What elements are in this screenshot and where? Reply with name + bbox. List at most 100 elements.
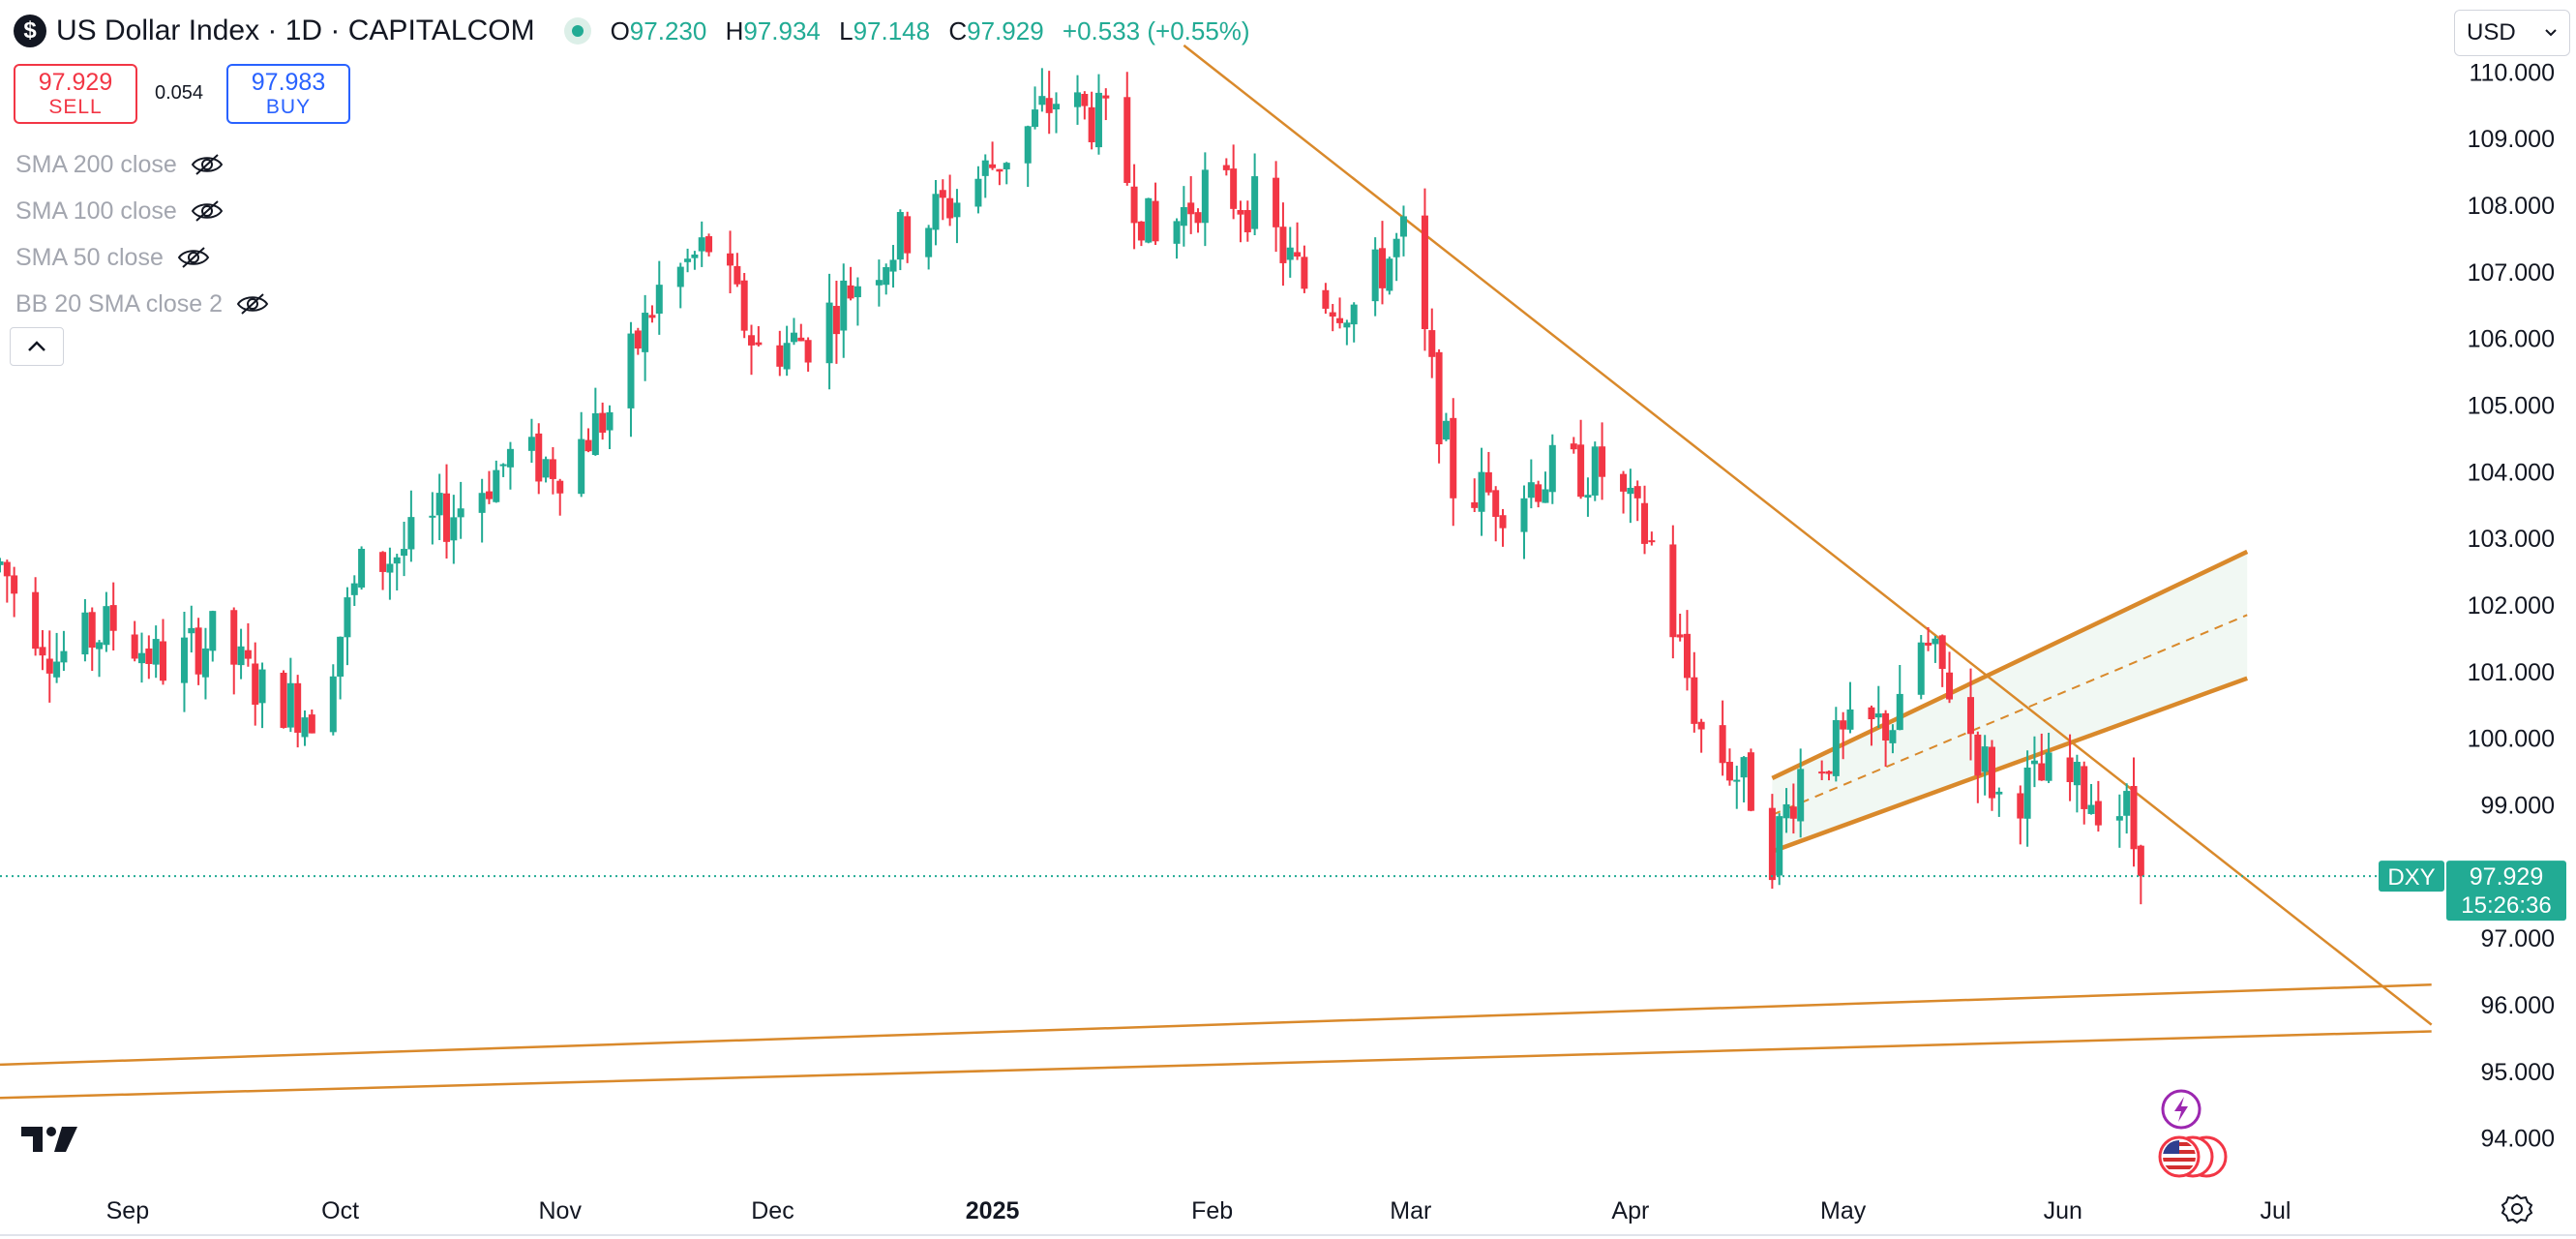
chart-settings-icon[interactable] xyxy=(2501,1193,2533,1225)
buy-button[interactable]: 97.983 BUY xyxy=(226,64,350,124)
price-tick-label: 107.000 xyxy=(2468,259,2555,287)
candle-body xyxy=(1527,482,1535,499)
dollar-logo-icon: $ xyxy=(14,15,46,47)
candle-47 xyxy=(457,481,464,539)
candle-90 xyxy=(889,245,897,288)
time-tick-label: Jun xyxy=(2044,1197,2082,1224)
candle-114 xyxy=(1130,164,1138,250)
candle-body xyxy=(2130,785,2138,850)
candle-86 xyxy=(847,266,854,301)
price-tick-label: 94.000 xyxy=(2481,1126,2555,1153)
us-flag-event-icon[interactable] xyxy=(2158,1134,2232,1179)
candle-body xyxy=(1471,501,1479,508)
candle-body xyxy=(258,669,266,704)
candle-body xyxy=(2066,757,2074,782)
candle-body xyxy=(1676,634,1684,638)
indicator-sma-50[interactable]: SMA 50 close xyxy=(15,234,269,281)
tradingview-logo-icon[interactable] xyxy=(19,1123,81,1156)
candle-210 xyxy=(2081,761,2088,825)
symbol-tag-text: DXY xyxy=(2387,864,2435,891)
candle-body xyxy=(152,639,160,665)
candle-body xyxy=(280,672,287,728)
collapse-legend-button[interactable] xyxy=(10,327,64,366)
candle-53 xyxy=(527,418,535,464)
candle-109 xyxy=(1081,91,1089,120)
candle-89 xyxy=(883,263,890,295)
candle-156 xyxy=(1542,471,1549,503)
candle-10 xyxy=(96,640,104,678)
candle-42 xyxy=(407,490,415,562)
candle-26 xyxy=(252,642,259,726)
candle-11 xyxy=(103,591,110,652)
candle-body xyxy=(896,212,904,260)
candle-150 xyxy=(1484,451,1492,496)
candle-body xyxy=(1273,177,1280,227)
buy-price: 97.983 xyxy=(251,69,326,96)
candle-1 xyxy=(3,559,11,603)
candle-body xyxy=(875,280,883,286)
price-axis[interactable]: 94.00095.00096.00097.00098.00099.000100.… xyxy=(2468,59,2555,1152)
candle-body xyxy=(556,480,564,494)
lightning-icon[interactable] xyxy=(2160,1088,2202,1131)
eye-off-icon[interactable] xyxy=(191,199,224,223)
candle-80 xyxy=(790,317,797,346)
candle-6 xyxy=(53,632,61,683)
candle-158 xyxy=(1570,437,1577,454)
candle-177 xyxy=(1747,748,1754,812)
change-value: +0.533 (+0.55%) xyxy=(1062,15,1250,45)
candle-21 xyxy=(201,627,209,700)
indicator-label: BB 20 SMA close 2 xyxy=(15,289,224,317)
candle-body xyxy=(734,265,741,285)
candle-24 xyxy=(237,628,245,680)
candle-201 xyxy=(1988,740,1995,811)
candle-body xyxy=(0,560,4,565)
candle-body xyxy=(691,254,699,258)
price-tick-label: 106.000 xyxy=(2468,326,2555,353)
indicator-bb-20[interactable]: BB 20 SMA close 2 xyxy=(15,281,269,327)
currency-select[interactable]: USD xyxy=(2454,10,2570,56)
candle-164 xyxy=(1627,468,1634,524)
candle-body xyxy=(1768,807,1776,881)
candle-body xyxy=(407,517,415,550)
candle-body xyxy=(790,332,797,343)
eye-off-icon[interactable] xyxy=(236,292,269,316)
time-axis[interactable]: Sep Oct Nov Dec 2025 Feb Mar Apr May Jun Jul xyxy=(0,1197,2576,1236)
candle-body xyxy=(2045,752,2052,781)
eye-off-icon[interactable] xyxy=(191,153,224,176)
candle-120 xyxy=(1187,176,1195,234)
candle-145 xyxy=(1435,348,1443,464)
eye-off-icon[interactable] xyxy=(177,246,210,269)
candle-95 xyxy=(939,179,946,221)
indicator-sma-200[interactable]: SMA 200 close xyxy=(15,141,269,188)
sell-button[interactable]: 97.929 SELL xyxy=(14,64,137,124)
candle-body xyxy=(1719,725,1726,764)
candle-38 xyxy=(379,551,387,590)
candle-body xyxy=(11,575,18,594)
candle-body xyxy=(1123,97,1131,183)
candle-19 xyxy=(188,605,195,653)
time-tick-label: Nov xyxy=(538,1197,582,1224)
candle-body xyxy=(344,597,351,638)
high-value: 97.934 xyxy=(743,15,821,45)
candle-body xyxy=(81,612,89,655)
candle-108 xyxy=(1073,75,1081,125)
candle-body xyxy=(329,676,337,733)
symbol-title[interactable]: US Dollar Index · 1D · CAPITALCOM xyxy=(56,15,535,46)
candle-body xyxy=(1279,227,1287,263)
candle-183 xyxy=(1818,760,1826,780)
candle-13 xyxy=(131,620,138,662)
candle-body xyxy=(2030,760,2038,765)
candle-59 xyxy=(584,428,592,453)
candle-139 xyxy=(1378,221,1386,305)
candle-body xyxy=(32,591,40,650)
candle-body xyxy=(435,493,443,516)
candle-50 xyxy=(493,460,500,503)
trendlines[interactable] xyxy=(0,44,2433,1100)
support-upper-line xyxy=(0,983,2432,1067)
candle-body xyxy=(39,647,46,656)
channel-upper-line xyxy=(1771,549,2249,780)
candle-body xyxy=(1627,487,1634,495)
indicator-sma-100[interactable]: SMA 100 close xyxy=(15,188,269,234)
candle-74 xyxy=(734,253,741,287)
